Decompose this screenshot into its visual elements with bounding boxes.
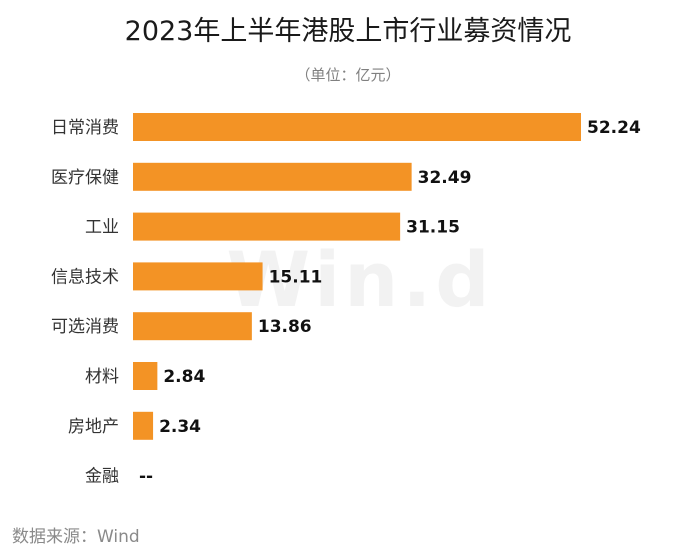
value-label: 31.15	[406, 218, 460, 238]
value-label: 2.34	[159, 417, 201, 437]
bar	[133, 113, 581, 141]
value-label: 52.24	[587, 118, 641, 138]
value-label: --	[139, 467, 153, 487]
category-label: 医疗保健	[51, 168, 119, 188]
category-label: 材料	[85, 367, 119, 387]
value-label: 32.49	[418, 168, 472, 188]
chart-subtitle: （单位：亿元）	[295, 66, 400, 84]
bar	[133, 212, 401, 241]
value-label: 13.86	[258, 317, 312, 337]
value-label: 2.84	[163, 367, 205, 387]
bar	[133, 262, 263, 291]
category-label: 工业	[85, 218, 119, 238]
chart-title: 2023年上半年港股上市行业募资情况	[125, 16, 572, 47]
category-label: 可选消费	[51, 317, 119, 337]
bar	[133, 162, 412, 191]
bar	[133, 312, 252, 341]
category-label: 房地产	[68, 417, 119, 437]
bar	[133, 411, 154, 440]
category-label: 信息技术	[51, 267, 119, 287]
source-note: 数据来源：Wind	[12, 527, 140, 547]
value-label: 15.11	[269, 267, 323, 287]
bar	[133, 362, 158, 390]
category-label: 日常消费	[51, 118, 119, 138]
category-label: 金融	[85, 467, 119, 487]
bars-layer: 日常消费 52.24 医疗保健 32.49 工业 31.15 信息技术 15.11 可选消费 13…	[51, 113, 641, 487]
watermark: Win.d	[226, 235, 493, 324]
